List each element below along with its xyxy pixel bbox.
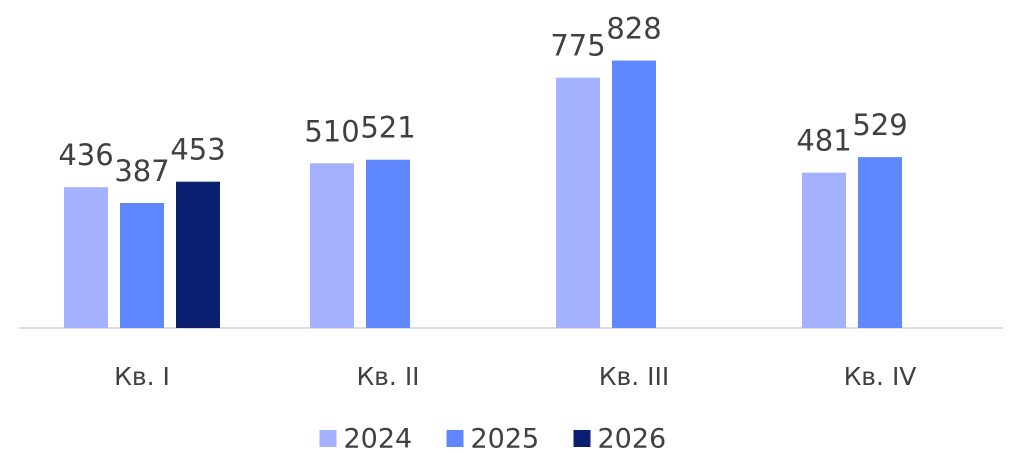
value-label: 828 [606, 12, 661, 46]
legend-label: 2025 [471, 424, 540, 454]
value-label: 481 [796, 124, 851, 158]
bar [556, 77, 600, 328]
x-tick-label: Кв. I [114, 362, 170, 391]
bar [64, 187, 108, 328]
bar [802, 172, 846, 328]
bar [120, 202, 164, 328]
x-tick-label: Кв. II [356, 362, 419, 391]
value-label: 529 [852, 108, 907, 142]
bar [612, 60, 656, 328]
value-label: 521 [360, 111, 415, 145]
value-label: 775 [550, 29, 605, 63]
value-label: 453 [170, 133, 225, 167]
value-label: 436 [58, 138, 113, 172]
bar [858, 157, 902, 328]
legend-swatch [573, 430, 591, 447]
value-label: 387 [114, 154, 169, 188]
x-tick-label: Кв. III [599, 362, 670, 391]
legend-label: 2024 [344, 424, 413, 454]
legend-label: 2026 [598, 424, 667, 454]
bar [310, 163, 354, 328]
bar [176, 181, 220, 328]
legend-swatch [319, 430, 337, 447]
value-label: 510 [304, 114, 359, 148]
bar [366, 159, 410, 328]
legend-swatch [446, 430, 464, 447]
x-tick-label: Кв. IV [844, 362, 917, 391]
